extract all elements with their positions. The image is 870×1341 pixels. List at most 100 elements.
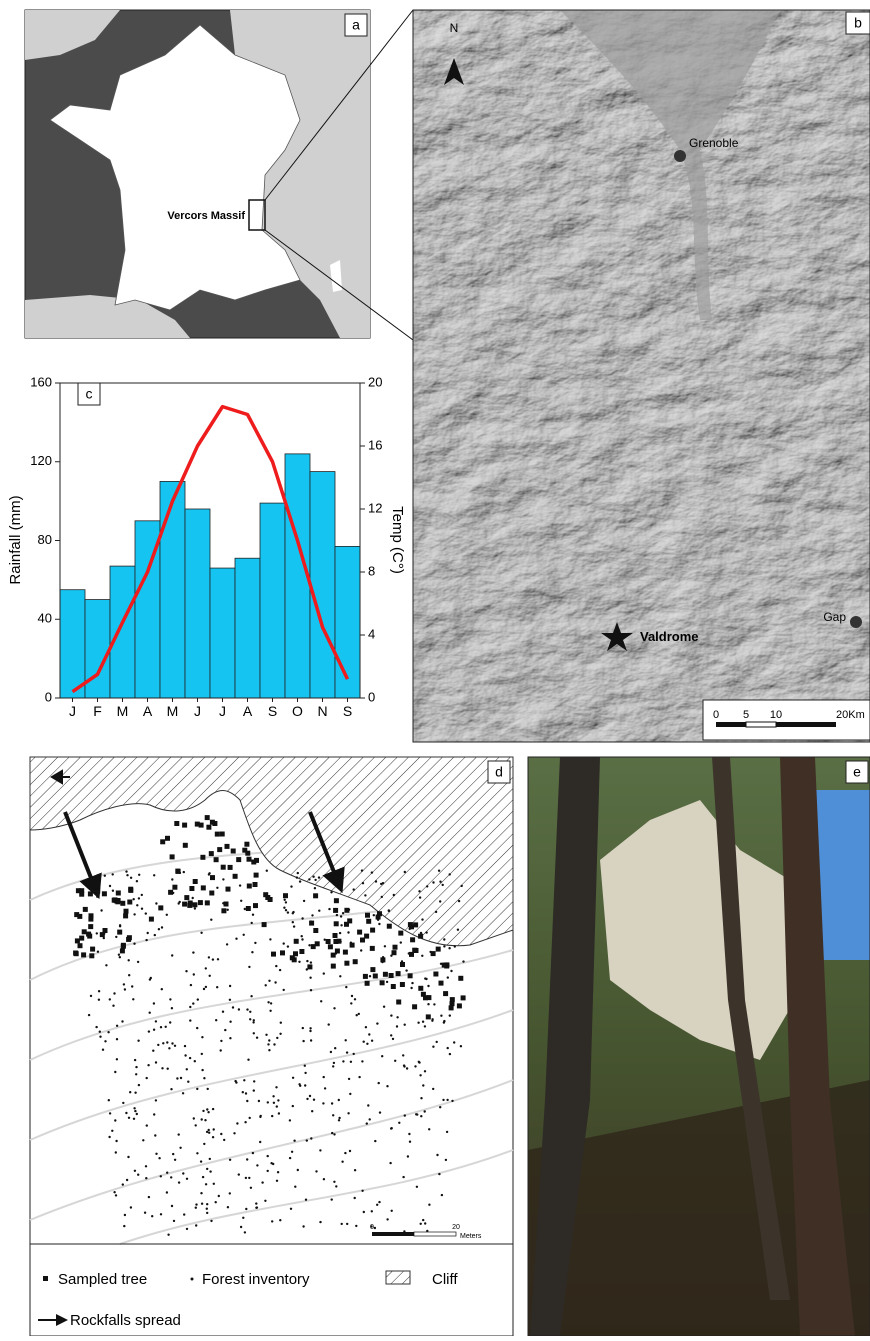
inventory-tree	[304, 1084, 307, 1087]
inventory-tree	[448, 1014, 451, 1017]
inventory-tree	[182, 1172, 185, 1175]
inventory-tree	[424, 977, 427, 980]
inventory-tree	[169, 1021, 172, 1024]
inventory-tree	[196, 1026, 199, 1030]
inventory-tree	[228, 998, 232, 1001]
inventory-tree	[443, 1019, 446, 1023]
sampled-tree	[120, 942, 126, 948]
y-tick-label: 40	[38, 611, 52, 626]
inventory-tree	[168, 1047, 171, 1050]
inventory-tree	[395, 1025, 399, 1028]
inventory-tree	[448, 1052, 452, 1056]
inventory-tree	[165, 913, 168, 916]
inventory-tree	[261, 1181, 264, 1184]
inventory-tree	[115, 935, 118, 939]
bar	[84, 599, 111, 699]
inventory-tree	[431, 1018, 434, 1021]
inventory-tree	[251, 951, 254, 954]
inventory-tree	[133, 1107, 136, 1110]
sampled-tree	[449, 1001, 455, 1007]
sampled-tree	[327, 944, 333, 950]
inventory-tree	[390, 1127, 393, 1130]
inventory-tree	[123, 988, 127, 991]
sampled-tree	[456, 1003, 462, 1009]
inventory-tree	[103, 874, 107, 877]
inventory-tree	[136, 904, 139, 907]
inventory-tree	[200, 931, 203, 934]
inventory-tree	[361, 882, 365, 885]
inventory-tree	[293, 1139, 296, 1142]
sampled-tree	[418, 985, 424, 991]
inventory-tree	[328, 907, 331, 911]
inventory-tree	[266, 1169, 269, 1173]
sampled-tree	[210, 875, 215, 881]
sampled-tree	[128, 886, 134, 892]
inventory-tree	[192, 1002, 195, 1005]
inventory-tree	[122, 983, 126, 986]
inventory-tree	[148, 1011, 151, 1014]
inventory-tree	[177, 1181, 181, 1184]
inventory-tree	[296, 871, 299, 875]
inventory-tree	[306, 1097, 309, 1101]
sampled-tree	[433, 971, 439, 977]
sampled-tree	[115, 890, 121, 896]
inventory-tree	[187, 1080, 190, 1083]
y-axis-label: Rainfall (mm)	[7, 495, 24, 584]
x-tick-label: A	[143, 703, 153, 719]
inventory-tree	[298, 880, 302, 883]
inventory-tree	[267, 1043, 270, 1046]
sampled-tree	[413, 922, 419, 928]
inventory-tree	[264, 984, 267, 987]
inventory-tree	[217, 1194, 220, 1198]
inventory-tree	[303, 1064, 306, 1067]
inventory-tree	[292, 910, 295, 914]
sampled-tree	[425, 1014, 431, 1020]
inventory-tree	[228, 1192, 231, 1195]
x-tick-label: S	[268, 703, 277, 719]
inventory-tree	[411, 981, 414, 985]
sampled-tree	[158, 905, 164, 911]
sampled-tree	[117, 929, 123, 935]
sampled-tree	[82, 906, 88, 912]
inventory-tree	[420, 1097, 423, 1100]
sampled-tree	[251, 859, 257, 865]
sampled-tree	[253, 903, 258, 909]
inventory-tree	[154, 1020, 158, 1023]
inventory-tree	[403, 1065, 406, 1068]
inventory-tree	[249, 1186, 253, 1190]
inventory-tree	[192, 973, 195, 976]
inventory-tree	[249, 1018, 252, 1021]
inventory-tree	[376, 1022, 379, 1025]
sampled-tree	[435, 946, 441, 952]
inventory-tree	[268, 1049, 271, 1052]
inventory-tree	[353, 1169, 357, 1172]
inventory-tree	[200, 1202, 204, 1205]
inventory-tree	[137, 1083, 141, 1087]
inventory-tree	[322, 1178, 326, 1181]
inventory-tree	[97, 998, 101, 1001]
sampled-tree	[430, 951, 436, 957]
sampled-tree	[334, 948, 340, 954]
sampled-tree	[245, 906, 251, 911]
inventory-tree	[456, 928, 460, 931]
legend-label: Sampled tree	[58, 1271, 147, 1288]
inventory-tree	[96, 895, 99, 898]
rockfall-arrow	[308, 811, 345, 894]
inventory-tree	[195, 1224, 198, 1227]
sampled-tree	[160, 839, 166, 845]
legend-symbol	[43, 1276, 48, 1281]
y2-tick-label: 20	[368, 374, 382, 389]
inventory-tree	[114, 1151, 118, 1154]
photo-trunk	[530, 757, 600, 1336]
sampled-tree	[293, 951, 298, 957]
inventory-tree	[428, 1128, 431, 1131]
inventory-tree	[185, 970, 188, 973]
inventory-tree	[252, 1021, 255, 1024]
sampled-tree	[413, 948, 419, 953]
sampled-tree	[192, 879, 198, 884]
inventory-tree	[278, 968, 282, 972]
bar	[284, 453, 311, 699]
inventory-tree	[192, 951, 195, 954]
inventory-tree	[279, 1032, 282, 1036]
inventory-tree	[403, 870, 406, 874]
